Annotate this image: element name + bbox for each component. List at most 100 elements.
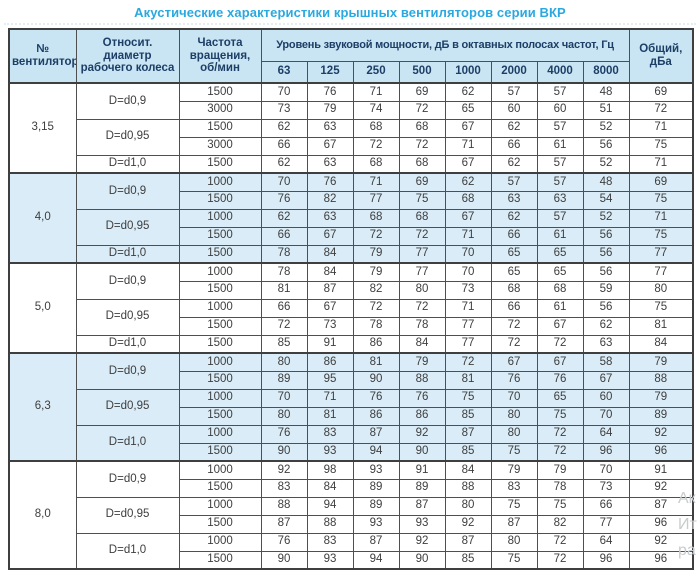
fan-number-cell: 4,0 xyxy=(8,172,77,264)
level-cell-125: 71 xyxy=(306,388,354,408)
total-dba-cell: 84 xyxy=(628,334,694,354)
level-cell-500: 68 xyxy=(398,208,446,228)
level-cell-125: 81 xyxy=(306,406,354,426)
level-cell-4000: 63 xyxy=(536,190,584,210)
diameter-cell: D=d0,9 xyxy=(75,82,180,120)
level-cell-1000: 71 xyxy=(444,226,492,246)
level-cell-250: 86 xyxy=(352,406,400,426)
table-row: 1500 83 84 89 89 88 83 78 73 92 xyxy=(9,478,694,498)
total-dba-cell: 75 xyxy=(628,226,694,246)
level-cell-4000: 75 xyxy=(536,406,584,426)
level-cell-500: 86 xyxy=(398,406,446,426)
level-cell-500: 72 xyxy=(398,100,446,120)
level-cell-1000: 73 xyxy=(444,280,492,300)
speed-cell: 1500 xyxy=(178,334,262,354)
level-cell-8000: 56 xyxy=(582,298,630,318)
level-cell-8000: 96 xyxy=(582,442,630,462)
level-cell-2000: 75 xyxy=(490,496,538,516)
table-row: D=d1,0 1000 76 83 87 92 87 80 72 64 92 xyxy=(9,424,694,462)
level-cell-2000: 79 xyxy=(490,460,538,480)
level-cell-8000: 62 xyxy=(582,316,630,336)
level-cell-1000: 65 xyxy=(444,100,492,120)
level-cell-8000: 58 xyxy=(582,352,630,372)
level-cell-4000: 72 xyxy=(536,334,584,354)
level-cell-63: 66 xyxy=(260,298,308,318)
level-cell-250: 68 xyxy=(352,154,400,174)
table-row: 1500 89 95 90 88 81 76 76 67 88 xyxy=(9,370,694,390)
level-cell-500: 92 xyxy=(398,424,446,444)
level-cell-4000: 60 xyxy=(536,100,584,120)
level-cell-2000: 60 xyxy=(490,100,538,120)
level-cell-8000: 60 xyxy=(582,388,630,408)
speed-cell: 1000 xyxy=(178,388,262,408)
watermark: Ак Ит ра xyxy=(678,490,697,559)
level-cell-2000: 65 xyxy=(490,262,538,282)
level-cell-8000: 70 xyxy=(582,406,630,426)
level-cell-2000: 80 xyxy=(490,406,538,426)
speed-cell: 1000 xyxy=(178,532,262,552)
level-cell-250: 87 xyxy=(352,532,400,552)
level-cell-4000: 65 xyxy=(536,262,584,282)
level-cell-4000: 79 xyxy=(536,460,584,480)
level-cell-1000: 77 xyxy=(444,334,492,354)
level-cell-8000: 56 xyxy=(582,226,630,246)
level-cell-125: 94 xyxy=(306,496,354,516)
level-cell-500: 88 xyxy=(398,370,446,390)
level-cell-125: 73 xyxy=(306,316,354,336)
level-cell-250: 82 xyxy=(352,280,400,300)
page-title: Акустические характеристики крышных вент… xyxy=(134,5,566,20)
level-cell-250: 93 xyxy=(352,460,400,480)
level-cell-2000: 83 xyxy=(490,478,538,498)
table-row: D=d0,95 1000 62 63 68 68 67 62 57 52 71 xyxy=(9,208,694,246)
total-dba-cell: 71 xyxy=(628,208,694,228)
level-cell-2000: 80 xyxy=(490,532,538,552)
level-cell-250: 79 xyxy=(352,244,400,264)
level-cell-8000: 56 xyxy=(582,136,630,156)
level-cell-8000: 63 xyxy=(582,334,630,354)
level-cell-63: 85 xyxy=(260,334,308,354)
level-cell-1000: 80 xyxy=(444,496,492,516)
acoustic-characteristics-table: № вентилятора Относит. диаметр рабочего … xyxy=(8,28,695,570)
col-header-freq-1000: 1000 xyxy=(444,60,492,84)
level-cell-2000: 67 xyxy=(490,352,538,372)
level-cell-250: 89 xyxy=(352,496,400,516)
level-cell-4000: 72 xyxy=(536,550,584,570)
level-cell-125: 93 xyxy=(306,550,354,570)
diameter-cell: D=d0,95 xyxy=(75,208,180,246)
table-row: 1500 72 73 78 78 77 72 67 62 81 xyxy=(9,316,694,336)
level-cell-2000: 75 xyxy=(490,550,538,570)
level-cell-63: 83 xyxy=(260,478,308,498)
level-cell-500: 77 xyxy=(398,262,446,282)
level-cell-250: 87 xyxy=(352,424,400,444)
level-cell-63: 81 xyxy=(260,280,308,300)
diameter-cell: D=d0,95 xyxy=(75,298,180,336)
speed-cell: 1000 xyxy=(178,208,262,228)
level-cell-8000: 64 xyxy=(582,532,630,552)
level-cell-4000: 57 xyxy=(536,118,584,138)
col-header-diameter: Относит. диаметр рабочего колеса xyxy=(75,28,180,84)
level-cell-1000: 84 xyxy=(444,460,492,480)
speed-cell: 1000 xyxy=(178,352,262,372)
table-row: 4,0 D=d0,9 1000 70 76 71 69 62 57 57 48 69 xyxy=(8,172,694,264)
level-cell-2000: 68 xyxy=(490,280,538,300)
level-cell-125: 83 xyxy=(306,424,354,444)
table-row: D=d1,0 1500 85 91 86 84 77 72 72 63 84 xyxy=(9,334,694,354)
level-cell-500: 69 xyxy=(398,82,446,102)
table-header: № вентилятора Относит. диаметр рабочего … xyxy=(8,28,694,84)
speed-cell: 1500 xyxy=(178,514,262,534)
level-cell-4000: 68 xyxy=(536,280,584,300)
level-cell-63: 90 xyxy=(260,550,308,570)
level-cell-250: 71 xyxy=(352,172,400,192)
level-cell-500: 91 xyxy=(398,460,446,480)
level-cell-125: 79 xyxy=(306,100,354,120)
level-cell-1000: 75 xyxy=(444,388,492,408)
col-header-freq-250: 250 xyxy=(352,60,400,84)
level-cell-2000: 62 xyxy=(490,208,538,228)
level-cell-500: 78 xyxy=(398,316,446,336)
level-cell-1000: 85 xyxy=(444,442,492,462)
col-header-freq-63: 63 xyxy=(260,60,308,84)
level-cell-63: 72 xyxy=(260,316,308,336)
level-cell-125: 76 xyxy=(306,82,354,102)
level-cell-63: 78 xyxy=(260,244,308,264)
